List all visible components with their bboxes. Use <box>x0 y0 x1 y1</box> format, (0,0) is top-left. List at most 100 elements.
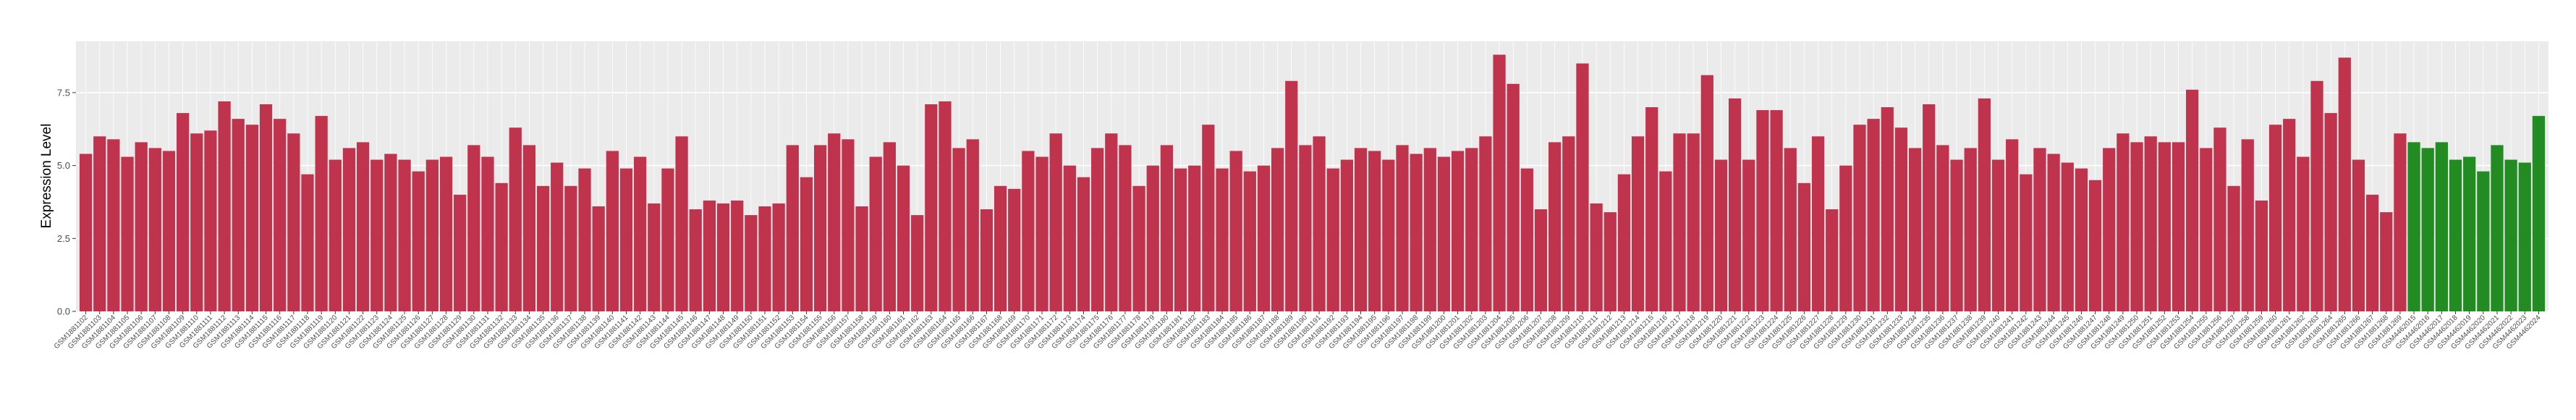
bar <box>1035 156 1048 311</box>
bar <box>939 101 952 312</box>
bar <box>619 168 633 311</box>
bar <box>1257 165 1271 311</box>
bar <box>1437 156 1451 311</box>
bar <box>1991 159 2005 311</box>
bar <box>1465 148 1478 311</box>
bar <box>1784 148 1797 311</box>
bar <box>661 168 674 311</box>
bar <box>2297 156 2310 311</box>
bar <box>1617 174 1631 311</box>
bar <box>232 119 245 312</box>
bar <box>1631 136 1645 311</box>
bar <box>1271 148 1284 311</box>
bar <box>1714 159 1728 311</box>
bar <box>2227 185 2240 311</box>
bar <box>758 206 771 311</box>
bar <box>648 203 661 311</box>
bar <box>1299 145 1312 311</box>
bar <box>439 156 453 311</box>
bar <box>2518 162 2531 311</box>
bar <box>1673 133 1686 311</box>
bar <box>1132 185 1145 311</box>
bar <box>2144 136 2157 311</box>
bar <box>398 159 411 311</box>
bar <box>925 104 938 312</box>
bar <box>800 177 813 311</box>
bar <box>1950 159 1963 311</box>
bar <box>218 101 231 312</box>
bar <box>2213 127 2227 311</box>
bar <box>315 116 328 312</box>
bar <box>1105 133 1118 311</box>
bar <box>883 142 896 311</box>
y-tick-label: 2.5 <box>57 233 70 244</box>
bar <box>1867 119 1880 312</box>
bar <box>1659 171 1672 311</box>
bar <box>1894 127 1908 311</box>
bar <box>606 151 619 311</box>
bar <box>786 145 799 311</box>
bar <box>592 206 605 311</box>
bar <box>2158 142 2171 311</box>
bar <box>2338 57 2351 311</box>
bar <box>1826 209 1839 311</box>
bar <box>481 156 494 311</box>
bar <box>2088 180 2102 311</box>
bar <box>1881 107 1894 312</box>
bar <box>79 154 93 311</box>
bar <box>1603 212 1617 311</box>
bar <box>121 156 134 311</box>
bar <box>1313 136 1326 311</box>
bar <box>2435 142 2448 311</box>
bar <box>1507 83 1520 311</box>
bar <box>1022 151 1035 311</box>
bar <box>1174 168 1187 311</box>
bar <box>1590 203 1603 311</box>
bar <box>1978 98 1991 311</box>
bar <box>522 145 536 311</box>
bar <box>412 171 425 311</box>
bar <box>1839 165 1852 311</box>
bar <box>1645 107 1658 312</box>
bar <box>2310 80 2323 311</box>
bar <box>1382 159 1395 311</box>
bar <box>716 203 730 311</box>
bar <box>1520 168 1533 311</box>
bar <box>993 185 1007 311</box>
bar <box>634 156 647 311</box>
bar <box>384 154 397 311</box>
bar <box>1742 159 1755 311</box>
bar <box>148 148 161 311</box>
bar <box>301 174 314 311</box>
bar <box>1368 151 1381 311</box>
bar <box>1687 133 1700 311</box>
bar <box>564 185 577 311</box>
bar <box>772 203 785 311</box>
bar <box>1063 165 1076 311</box>
bar <box>2365 194 2379 311</box>
bar <box>745 215 758 311</box>
bar <box>425 159 438 311</box>
y-tick-label: 5.0 <box>57 160 70 171</box>
bar <box>551 162 564 311</box>
bar <box>1423 148 1436 311</box>
bar <box>536 185 550 311</box>
bar <box>1216 168 1229 311</box>
bar <box>2394 133 2407 311</box>
bar <box>2241 139 2254 311</box>
bar <box>1493 54 1506 311</box>
bar <box>287 133 300 311</box>
bar <box>274 119 287 312</box>
bar <box>1160 145 1174 311</box>
bar <box>259 104 273 312</box>
bar <box>370 159 384 311</box>
bar <box>813 145 827 311</box>
bar <box>509 127 522 311</box>
bar <box>2352 159 2365 311</box>
bar <box>342 148 356 311</box>
bar <box>204 130 217 311</box>
bar <box>467 145 480 311</box>
bar <box>1451 151 1465 311</box>
bar <box>2117 133 2130 311</box>
